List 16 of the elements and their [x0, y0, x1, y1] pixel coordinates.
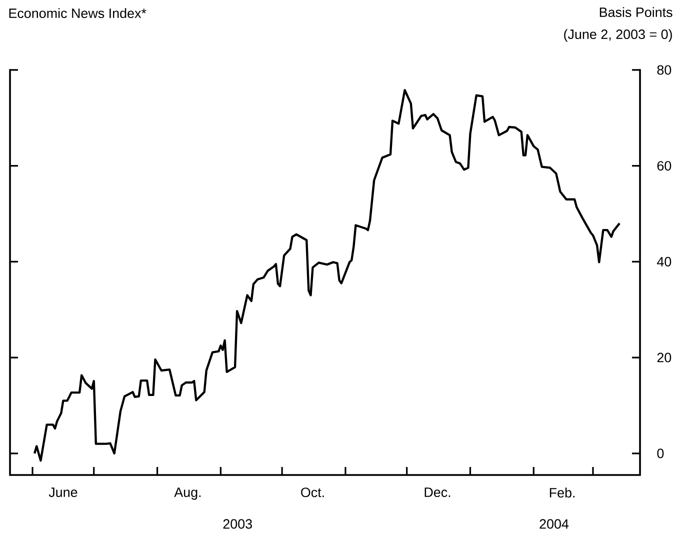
x-tick-label: Oct. — [301, 488, 324, 498]
x-tick-label: Feb. — [550, 488, 575, 498]
x-tick-label: Aug. — [174, 488, 201, 500]
y-tick-label: 0 — [657, 448, 664, 458]
x-tick-label: June — [48, 488, 78, 498]
y-tick-label: 40 — [657, 256, 672, 266]
y-tick-label: 80 — [657, 65, 672, 75]
y-tick-label: 60 — [657, 161, 672, 171]
chart-title: Economic News Index* — [9, 8, 146, 18]
line-series — [33, 89, 621, 462]
y-tick-label: 20 — [657, 352, 672, 362]
text: Basis Points — [600, 7, 672, 18]
text: 2004 — [540, 519, 569, 529]
text: (June 2, 2003 = 0) — [564, 29, 672, 42]
text: 2003 — [223, 519, 252, 529]
x-tick-label: Dec. — [424, 488, 450, 498]
